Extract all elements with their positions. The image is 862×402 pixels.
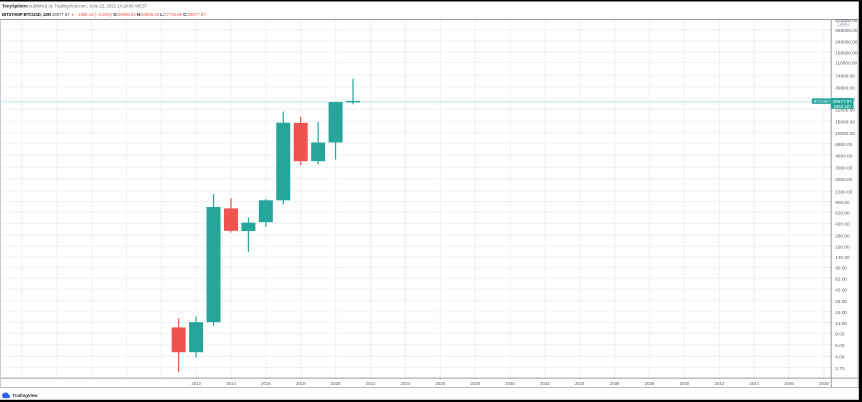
svg-text:22800.00: 22800.00 bbox=[835, 108, 855, 113]
svg-text:9.00: 9.00 bbox=[835, 332, 845, 337]
svg-text:6800.00: 6800.00 bbox=[835, 142, 852, 147]
svg-text:3000.00: 3000.00 bbox=[835, 166, 852, 171]
svg-text:BITSTAMP:BTCUSD, 12M 29677.97: BITSTAMP:BTCUSD, 12M 29677.97 ▼ −1956.19… bbox=[2, 12, 206, 17]
svg-text:2040: 2040 bbox=[680, 381, 690, 386]
svg-text:90.00: 90.00 bbox=[835, 266, 847, 271]
svg-text:192d 11h: 192d 11h bbox=[834, 104, 852, 109]
svg-text:2012: 2012 bbox=[191, 381, 201, 386]
svg-text:TonySpilotro published on Trad: TonySpilotro published on TradingView.co… bbox=[2, 4, 148, 9]
svg-text:280.00: 280.00 bbox=[835, 233, 850, 238]
svg-text:10000.00: 10000.00 bbox=[835, 131, 855, 136]
svg-text:2046: 2046 bbox=[784, 381, 794, 386]
svg-text:4.00: 4.00 bbox=[835, 355, 845, 360]
svg-text:6.00: 6.00 bbox=[835, 343, 845, 348]
svg-text:49800.00: 49800.00 bbox=[835, 85, 855, 90]
svg-text:528000.00: 528000.00 bbox=[835, 18, 858, 23]
svg-text:2014: 2014 bbox=[226, 381, 236, 386]
svg-text:420.00: 420.00 bbox=[835, 222, 850, 227]
svg-text:2038: 2038 bbox=[645, 381, 655, 386]
svg-text:2034: 2034 bbox=[575, 381, 585, 386]
svg-text:2026: 2026 bbox=[436, 381, 446, 386]
svg-text:2.70: 2.70 bbox=[835, 366, 845, 371]
svg-text:USD: USD bbox=[840, 22, 848, 26]
svg-text:2030: 2030 bbox=[505, 381, 515, 386]
svg-text:TradingView: TradingView bbox=[12, 393, 38, 398]
svg-text:2044: 2044 bbox=[749, 381, 759, 386]
svg-text:BTCUSD: BTCUSD bbox=[814, 100, 829, 104]
svg-text:368000.00: 368000.00 bbox=[835, 28, 858, 33]
svg-text:248000.00: 248000.00 bbox=[835, 39, 858, 44]
svg-text:15000.00: 15000.00 bbox=[835, 120, 855, 125]
svg-text:2020: 2020 bbox=[331, 381, 341, 386]
svg-text:2016: 2016 bbox=[261, 381, 271, 386]
svg-text:28.00: 28.00 bbox=[835, 299, 847, 304]
svg-text:2018: 2018 bbox=[296, 381, 306, 386]
svg-text:29677.97: 29677.97 bbox=[833, 99, 853, 104]
svg-text:2042: 2042 bbox=[714, 381, 724, 386]
svg-text:620.00: 620.00 bbox=[835, 211, 850, 216]
svg-text:2000.00: 2000.00 bbox=[835, 177, 852, 182]
svg-text:74800.00: 74800.00 bbox=[835, 74, 855, 79]
svg-text:130.00: 130.00 bbox=[835, 255, 850, 260]
svg-text:2028: 2028 bbox=[470, 381, 480, 386]
svg-text:2036: 2036 bbox=[610, 381, 620, 386]
svg-text:42.00: 42.00 bbox=[835, 288, 847, 293]
svg-text:190.00: 190.00 bbox=[835, 244, 850, 249]
svg-text:62.00: 62.00 bbox=[835, 276, 847, 281]
svg-text:168000.00: 168000.00 bbox=[835, 51, 858, 56]
svg-text:1300.00: 1300.00 bbox=[835, 189, 852, 194]
svg-text:118000.00: 118000.00 bbox=[835, 61, 857, 66]
svg-text:13.00: 13.00 bbox=[835, 321, 847, 326]
svg-text:4600.00: 4600.00 bbox=[835, 153, 852, 158]
svg-text:2032: 2032 bbox=[540, 381, 550, 386]
svg-text:19.00: 19.00 bbox=[835, 310, 847, 315]
svg-text:2048: 2048 bbox=[819, 381, 829, 386]
svg-text:900.00: 900.00 bbox=[835, 200, 850, 205]
svg-text:2024: 2024 bbox=[401, 381, 411, 386]
svg-text:2022: 2022 bbox=[366, 381, 376, 386]
